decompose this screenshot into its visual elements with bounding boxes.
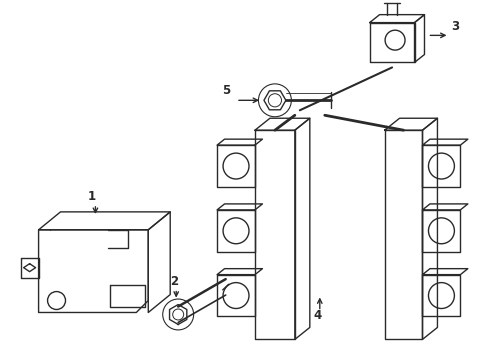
Text: 1: 1: [87, 190, 95, 203]
Text: 5: 5: [222, 84, 230, 97]
Text: 3: 3: [450, 21, 459, 33]
Text: 2: 2: [170, 275, 178, 288]
Text: 4: 4: [313, 310, 322, 323]
